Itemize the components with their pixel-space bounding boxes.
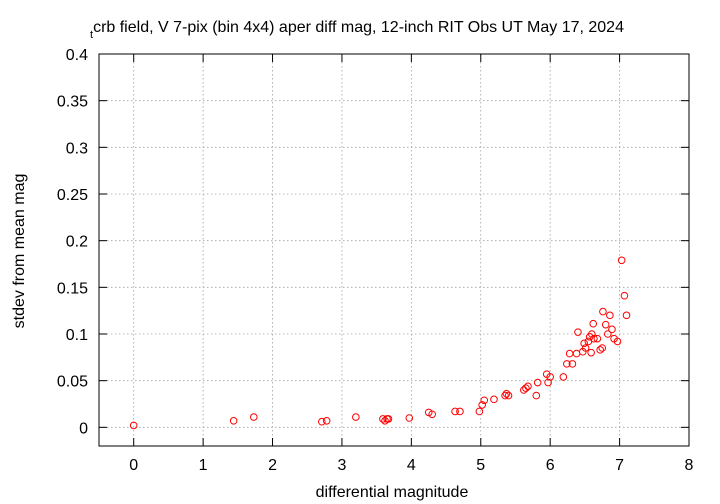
data-point: [405, 414, 414, 422]
y-tick-label: 0.05: [57, 374, 88, 391]
x-tick-labels: 0 1 2 3 4 5 6 7 8: [129, 457, 693, 474]
data-point: [581, 344, 590, 352]
data-point: [603, 330, 612, 338]
y-tick-labels: 0 0.05 0.1 0.15 0.2 0.25 0.3 0.35 0.4: [57, 47, 88, 437]
tick-marks: [99, 53, 690, 446]
data-point: [478, 401, 486, 409]
y-axis-label: stdev from mean mag: [11, 174, 28, 329]
data-point: [580, 339, 588, 348]
data-point: [599, 307, 607, 316]
data-point: [428, 410, 436, 419]
data-point: [480, 396, 489, 405]
data-point: [532, 391, 541, 400]
data-point: [589, 319, 598, 328]
data-point: [129, 421, 138, 430]
data-point: [598, 344, 607, 352]
data-point: [587, 348, 595, 357]
data-point: [588, 330, 596, 338]
chart-title-text: crb field, V 7-pix (bin 4x4) aper diff m…: [93, 19, 624, 36]
data-point: [379, 415, 387, 423]
data-point: [490, 395, 498, 404]
data-point: [384, 415, 393, 423]
data-point: [608, 325, 616, 334]
y-tick-label: 0.3: [66, 140, 88, 157]
grid-lines: [99, 53, 690, 446]
data-point: [520, 386, 528, 394]
data-point: [524, 382, 532, 391]
x-axis-label: differential magnitude: [316, 484, 469, 501]
data-point: [504, 391, 513, 400]
data-point: [568, 360, 577, 368]
y-tick-label: 0.2: [66, 234, 88, 251]
data-point: [590, 334, 598, 343]
data-point: [502, 389, 511, 398]
data-points: [129, 256, 631, 430]
x-tick-label: 1: [199, 457, 208, 474]
data-point: [596, 346, 604, 354]
data-point: [451, 407, 459, 416]
x-tick-label: 6: [546, 457, 555, 474]
y-tick-label: 0.15: [57, 280, 88, 297]
x-tick-label: 7: [615, 457, 624, 474]
x-tick-label: 2: [268, 457, 277, 474]
y-tick-label: 0: [79, 420, 88, 437]
x-tick-label: 5: [476, 457, 485, 474]
data-point: [501, 391, 509, 400]
data-point: [522, 384, 530, 392]
y-tick-label: 0.35: [57, 94, 88, 111]
data-point: [593, 334, 602, 343]
data-point: [572, 349, 581, 358]
y-tick-label: 0.25: [57, 187, 88, 204]
data-point: [456, 407, 464, 416]
data-point: [617, 256, 626, 265]
data-point: [475, 407, 484, 416]
data-point: [249, 413, 258, 421]
data-point: [563, 360, 571, 368]
y-tick-label: 0.4: [66, 47, 88, 64]
data-point: [574, 328, 582, 336]
data-point: [533, 378, 542, 387]
data-point: [229, 417, 238, 425]
data-point: [620, 291, 629, 300]
plot-frame: [98, 53, 690, 447]
data-point: [565, 349, 574, 358]
x-tick-label: 0: [129, 457, 138, 474]
data-point: [546, 373, 554, 381]
data-point: [601, 320, 610, 329]
x-tick-label: 8: [685, 457, 694, 474]
data-point: [622, 311, 631, 320]
chart-title: tcrb field, V 7-pix (bin 4x4) aper diff …: [90, 19, 624, 41]
data-point: [559, 373, 568, 381]
data-point: [322, 417, 331, 425]
chart-title-prefix: t: [90, 29, 93, 41]
data-point: [318, 417, 326, 426]
data-point: [613, 337, 622, 346]
x-tick-label: 4: [407, 457, 416, 474]
data-point: [352, 413, 360, 421]
y-tick-label: 0.1: [66, 327, 88, 344]
data-point: [606, 311, 614, 320]
x-tick-label: 3: [337, 457, 346, 474]
